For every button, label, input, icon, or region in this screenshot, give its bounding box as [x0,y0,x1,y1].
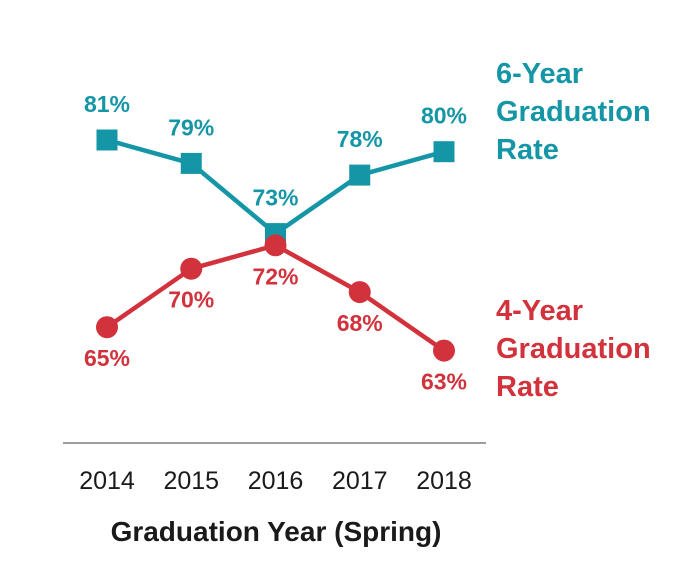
data-label-layer: 81% 79% 73% 78% 80% 65% 70% 72% 68% 63% [84,91,467,395]
data-point-4-year-graduation-rate-2017 [348,281,371,304]
legend-4-year-graduation-rate: 4-Year Graduation Rate [496,295,651,403]
x-tick-label-2014: 2014 [79,467,135,495]
data-label-6-year-graduation-rate-2016: 73% [252,185,298,211]
data-label-4-year-graduation-rate-2018: 63% [421,369,467,395]
legend-line-4-year-graduation-rate-2: Rate [496,371,559,403]
data-label-6-year-graduation-rate-2014: 81% [84,91,130,117]
legend-line-6-year-graduation-rate-0: 6-Year [496,58,583,90]
series-6-year-graduation-rate [96,129,455,245]
data-label-4-year-graduation-rate-2015: 70% [168,287,214,313]
data-point-4-year-graduation-rate-2014 [96,316,118,339]
data-label-6-year-graduation-rate-2017: 78% [337,126,383,152]
data-point-6-year-graduation-rate-2014 [96,129,118,151]
x-tick-label-2017: 2017 [332,467,388,495]
data-point-6-year-graduation-rate-2018 [433,141,455,163]
legend-line-4-year-graduation-rate-1: Graduation [496,333,651,365]
legend-line-6-year-graduation-rate-1: Graduation [496,96,651,128]
data-label-4-year-graduation-rate-2016: 72% [252,263,298,289]
x-tick-layer: 2014 2015 2016 2017 2018 [79,467,472,495]
x-tick-label-2016: 2016 [248,467,304,495]
data-point-4-year-graduation-rate-2015 [180,257,203,280]
legend-line-4-year-graduation-rate-0: 4-Year [496,295,583,327]
data-label-6-year-graduation-rate-2015: 79% [168,114,214,140]
legend-6-year-graduation-rate: 6-Year Graduation Rate [496,58,651,166]
x-axis-title: Graduation Year (Spring) [111,516,442,547]
data-point-4-year-graduation-rate-2016 [264,234,287,257]
x-tick-label-2015: 2015 [163,467,219,495]
series-layer [96,129,455,362]
data-label-4-year-graduation-rate-2014: 65% [84,345,130,371]
series-legend-layer: 6-Year Graduation Rate 4-Year Graduation Rate [496,58,651,403]
data-point-6-year-graduation-rate-2017 [349,164,371,186]
data-point-6-year-graduation-rate-2015 [180,152,202,174]
series-4-year-graduation-rate [96,234,455,362]
data-label-6-year-graduation-rate-2018: 80% [421,103,467,129]
x-tick-label-2018: 2018 [416,467,472,495]
series-line-4-year-graduation-rate [105,243,446,353]
legend-line-6-year-graduation-rate-2: Rate [496,134,559,166]
data-label-4-year-graduation-rate-2017: 68% [337,310,383,336]
data-point-4-year-graduation-rate-2018 [433,339,455,362]
